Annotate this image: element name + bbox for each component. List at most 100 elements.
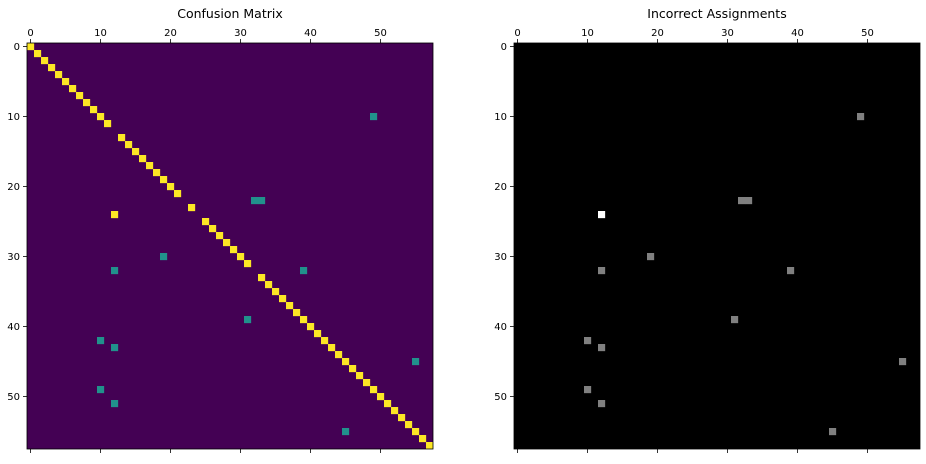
confusion-matrix-title: Confusion Matrix: [177, 6, 283, 21]
incorrect-assignments-background: [514, 43, 920, 449]
confusion-matrix-diagonal-cell: [27, 43, 35, 51]
confusion-matrix-diagonal-cell: [83, 99, 91, 107]
confusion-matrix-diagonal-cell: [188, 204, 196, 212]
confusion-matrix-diagonal-cell: [328, 344, 336, 352]
confusion-matrix-mid-cell: [412, 358, 420, 366]
incorrect-assignments-mid-cell: [745, 197, 753, 205]
confusion-matrix-diagonal-cell: [244, 260, 252, 268]
confusion-matrix-diagonal-cell: [321, 337, 329, 345]
confusion-matrix-diagonal-cell: [356, 372, 364, 380]
confusion-matrix-diagonal-cell: [97, 113, 105, 121]
confusion-matrix-mid-cell: [342, 428, 350, 436]
incorrect-assignments-title: Incorrect Assignments: [647, 6, 786, 21]
incorrect-assignments-ytick-label: 0: [501, 42, 507, 53]
confusion-matrix-diagonal-cell: [363, 379, 371, 387]
confusion-matrix-diagonal-cell: [265, 281, 273, 289]
incorrect-assignments-mid-cell: [647, 253, 655, 261]
incorrect-assignments-ytick-label: 20: [494, 182, 507, 193]
incorrect-assignments-ytick-label: 10: [494, 112, 507, 123]
incorrect-assignments-xtick-label: 30: [721, 28, 734, 39]
confusion-matrix-xtick-label: 20: [164, 28, 177, 39]
confusion-matrix-diagonal-cell: [104, 120, 112, 128]
confusion-matrix-diagonal-cell: [209, 225, 217, 233]
confusion-matrix-mid-cell: [97, 337, 105, 345]
confusion-matrix-cells: [27, 43, 434, 450]
incorrect-assignments-mid-cell: [598, 344, 606, 352]
incorrect-assignments-xtick-label: 0: [514, 28, 520, 39]
confusion-matrix-diagonal-cell: [55, 71, 63, 79]
confusion-matrix-diagonal-cell: [48, 64, 56, 72]
confusion-matrix-diagonal-cell: [76, 92, 84, 100]
confusion-matrix-diagonal-cell: [69, 85, 77, 93]
confusion-matrix-diagonal-cell: [132, 148, 140, 156]
confusion-matrix-mid-cell: [370, 113, 378, 121]
incorrect-assignments-ytick-label: 50: [494, 392, 507, 403]
confusion-matrix-diagonal-cell: [230, 246, 238, 254]
confusion-matrix-frame: [26, 42, 434, 450]
confusion-matrix-diagonal-cell: [405, 421, 413, 429]
confusion-matrix-diagonal-cell: [160, 176, 168, 184]
confusion-matrix-diagonal-cell: [279, 295, 287, 303]
confusion-matrix-xtick-label: 40: [304, 28, 317, 39]
confusion-matrix-mid-cell: [160, 253, 168, 261]
confusion-matrix-diagonal-cell: [398, 414, 406, 422]
incorrect-assignments-mid-cell: [857, 113, 865, 121]
confusion-matrix-ytick-label: 0: [14, 42, 20, 53]
confusion-matrix-diagonal-cell: [314, 330, 322, 338]
confusion-matrix-diagonal-cell: [216, 232, 224, 240]
confusion-matrix-mid-cell: [111, 400, 119, 408]
incorrect-assignments-mid-cell: [598, 267, 606, 275]
incorrect-assignments-mid-cell: [598, 400, 606, 408]
incorrect-assignments-xtick-label: 10: [581, 28, 594, 39]
incorrect-assignments-mid-cell: [731, 316, 739, 324]
confusion-matrix-mid-cell: [258, 197, 266, 205]
confusion-matrix-diagonal-cell: [202, 218, 210, 226]
confusion-matrix-xtick-label: 50: [374, 28, 387, 39]
confusion-matrix-bright-cell: [111, 211, 119, 219]
confusion-matrix-diagonal-cell: [377, 393, 385, 401]
confusion-matrix-diagonal-cell: [307, 323, 315, 331]
confusion-matrix-xtick-label: 30: [234, 28, 247, 39]
confusion-matrix-diagonal-cell: [90, 106, 98, 114]
confusion-matrix-mid-cell: [111, 267, 119, 275]
confusion-matrix-xtick-label: 0: [27, 28, 33, 39]
incorrect-assignments-xtick-label: 20: [651, 28, 664, 39]
confusion-matrix-diagonal-cell: [370, 386, 378, 394]
confusion-matrix-diagonal-cell: [412, 428, 420, 436]
confusion-matrix-diagonal-cell: [286, 302, 294, 310]
confusion-matrix-diagonal-cell: [34, 50, 42, 58]
confusion-matrix-xtick-label: 10: [94, 28, 107, 39]
incorrect-assignments-mid-cell: [899, 358, 907, 366]
confusion-matrix-diagonal-cell: [300, 316, 308, 324]
confusion-matrix-diagonal-cell: [174, 190, 182, 198]
confusion-matrix-diagonal-cell: [139, 155, 147, 163]
confusion-matrix-diagonal-cell: [41, 57, 49, 65]
confusion-matrix-ytick-label: 30: [7, 252, 20, 263]
confusion-matrix-diagonal-cell: [426, 442, 434, 450]
incorrect-assignments-ticks: 0 10 20 30 40 50 0 10 20 30 40 50: [494, 28, 874, 453]
confusion-matrix-diagonal-cell: [342, 358, 350, 366]
confusion-matrix-diagonal-cell: [237, 253, 245, 261]
incorrect-assignments-ytick-label: 30: [494, 252, 507, 263]
confusion-matrix-panel: Confusion Matrix 0 10 20 30 40 50 0 10 20 30 40 50: [7, 6, 434, 453]
incorrect-assignments-cells: [514, 43, 920, 449]
incorrect-assignments-ytick-label: 40: [494, 322, 507, 333]
incorrect-assignments-bright-cell: [598, 211, 606, 219]
incorrect-assignments-mid-cell: [787, 267, 795, 275]
confusion-matrix-mid-cell: [244, 316, 252, 324]
confusion-matrix-diagonal-cell: [223, 239, 231, 247]
confusion-matrix-mid-cell: [251, 197, 259, 205]
confusion-matrix-ticks: 0 10 20 30 40 50 0 10 20 30 40 50: [7, 28, 387, 453]
incorrect-assignments-frame: [513, 42, 921, 450]
confusion-matrix-diagonal-cell: [391, 407, 399, 415]
confusion-matrix-ytick-label: 50: [7, 392, 20, 403]
confusion-matrix-diagonal-cell: [125, 141, 133, 149]
confusion-matrix-mid-cell: [300, 267, 308, 275]
incorrect-assignments-mid-cell: [738, 197, 746, 205]
confusion-matrix-mid-cell: [97, 386, 105, 394]
incorrect-assignments-xtick-label: 40: [791, 28, 804, 39]
incorrect-assignments-panel: Incorrect Assignments 0 10 20 30 40 50 0 10 20 30…: [494, 6, 921, 453]
incorrect-assignments-mid-cell: [584, 386, 592, 394]
incorrect-assignments-mid-cell: [829, 428, 837, 436]
